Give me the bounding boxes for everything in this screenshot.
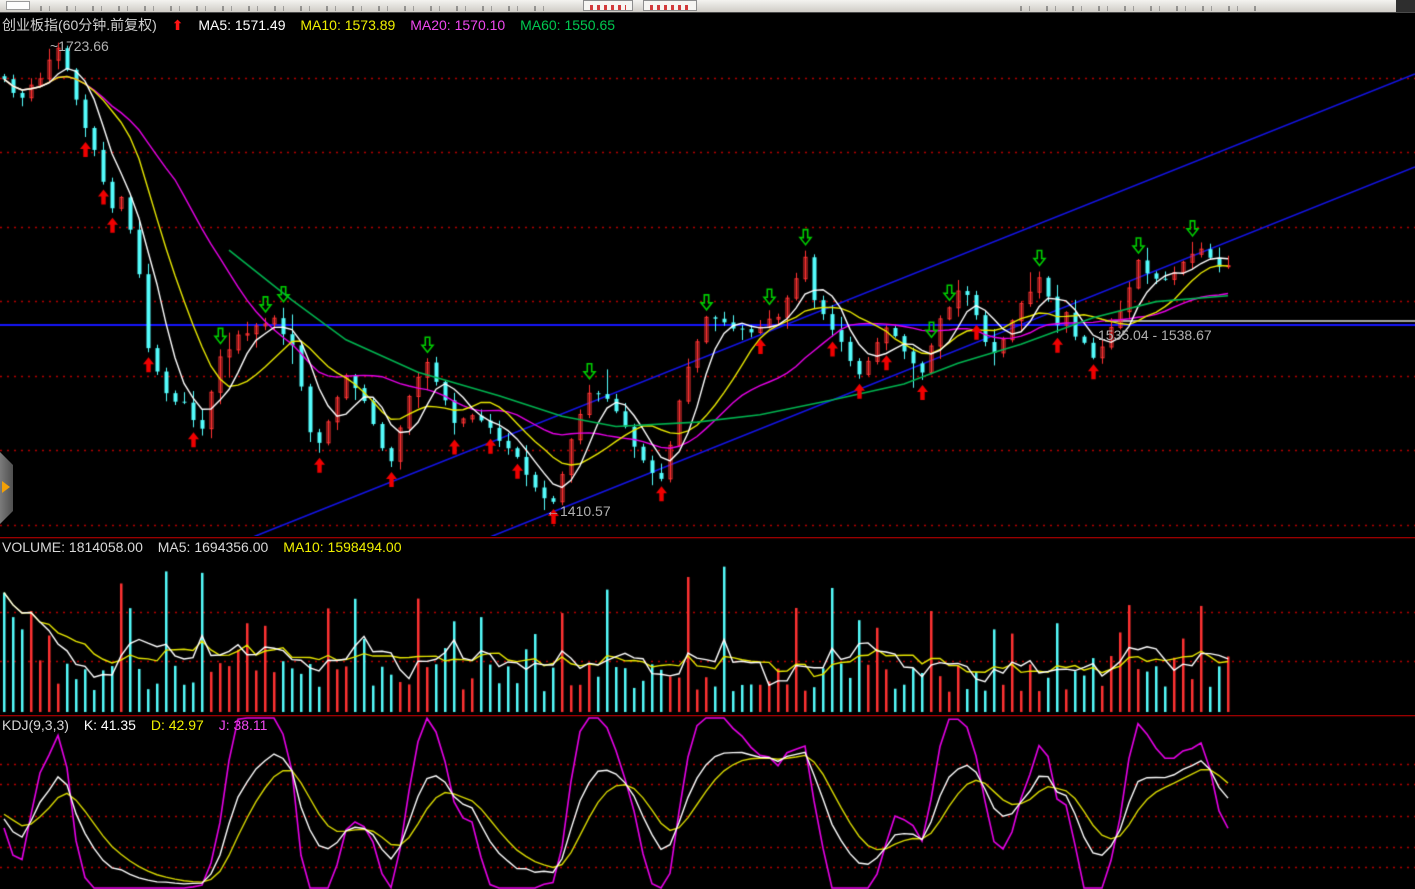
ma60-value: MA60: 1550.65	[520, 17, 616, 33]
kdj-k-value: K: 41.35	[83, 717, 136, 733]
toolbar-button-2-text	[650, 5, 690, 10]
volume-ma5-value: MA5: 1694356.00	[157, 539, 269, 555]
toolbar-button-1[interactable]	[583, 0, 633, 11]
volume-canvas[interactable]	[0, 537, 1415, 715]
kdj-name: KDJ(9,3,3)	[2, 717, 69, 733]
expand-arrow-icon	[2, 481, 10, 493]
menu-icon-box[interactable]	[6, 1, 30, 10]
low-price-label: ←1410.57	[546, 503, 611, 519]
volume-value: VOLUME: 1814058.00	[2, 539, 143, 555]
ma5-value: MA5: 1571.49	[198, 17, 286, 33]
high-price-label: ~1723.66	[50, 38, 109, 54]
menu-items-cropped-right	[1020, 6, 1260, 11]
menu-items-cropped	[40, 6, 560, 11]
kdj-header: KDJ(9,3,3) K: 41.35 D: 42.97 J: 38.11	[2, 717, 278, 733]
volume-pane: VOLUME: 1814058.00 MA5: 1694356.00 MA10:…	[0, 537, 1415, 715]
menu-corner-box[interactable]	[1396, 0, 1415, 12]
ma20-value: MA20: 1570.10	[410, 17, 506, 33]
kdj-d-value: D: 42.97	[150, 717, 204, 733]
main-chart-pane: 创业板指(60分钟.前复权) ⬆ MA5: 1571.49 MA10: 1573…	[0, 13, 1415, 536]
toolbar-button-2[interactable]	[643, 0, 697, 11]
kdj-pane: KDJ(9,3,3) K: 41.35 D: 42.97 J: 38.11	[0, 715, 1415, 889]
price-range-label: 1535.04 - 1538.67	[1098, 327, 1212, 343]
kdj-j-value: J: 38.11	[218, 717, 268, 733]
panel-expand-handle[interactable]	[0, 452, 13, 524]
main-chart-canvas[interactable]	[0, 13, 1415, 536]
menu-bar	[0, 0, 1415, 13]
chart-header: 创业板指(60分钟.前复权) ⬆ MA5: 1571.49 MA10: 1573…	[2, 15, 626, 35]
volume-header: VOLUME: 1814058.00 MA5: 1694356.00 MA10:…	[2, 539, 413, 555]
kdj-canvas[interactable]	[0, 715, 1415, 889]
volume-ma10-value: MA10: 1598494.00	[283, 539, 402, 555]
ma10-value: MA10: 1573.89	[300, 17, 396, 33]
chart-title: 创业板指(60分钟.前复权)	[2, 17, 157, 33]
trend-up-arrow-icon: ⬆	[171, 17, 184, 33]
toolbar-button-1-text	[590, 5, 626, 10]
